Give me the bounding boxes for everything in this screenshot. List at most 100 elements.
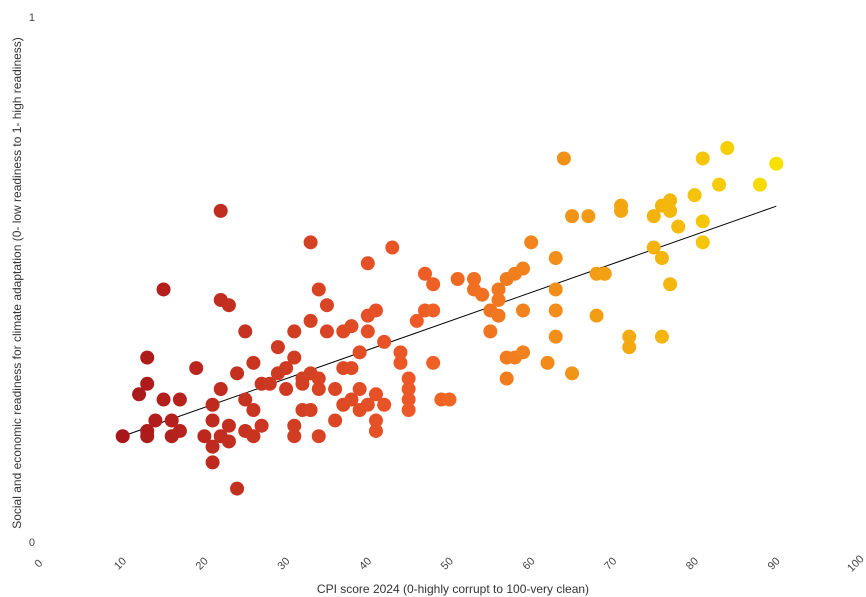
- data-point: [368, 303, 383, 318]
- data-point: [368, 413, 383, 428]
- data-point: [270, 340, 285, 355]
- data-point: [516, 345, 531, 360]
- data-point: [368, 387, 383, 402]
- data-point: [556, 151, 571, 166]
- data-point: [516, 261, 531, 276]
- x-tick-label: 80: [684, 555, 701, 572]
- x-axis-title: CPI score 2024 (0-highly corrupt to 100-…: [317, 582, 589, 596]
- data-point: [687, 188, 702, 203]
- data-point: [540, 355, 555, 370]
- data-point: [654, 251, 669, 266]
- data-point: [695, 214, 710, 229]
- data-point: [205, 455, 220, 470]
- data-point: [287, 418, 302, 433]
- data-point: [581, 209, 596, 224]
- data-point: [450, 272, 465, 286]
- data-point: [368, 423, 383, 438]
- data-point: [140, 429, 155, 444]
- data-point: [491, 292, 506, 307]
- data-point: [344, 361, 359, 376]
- data-point: [213, 203, 228, 218]
- data-point: [671, 219, 686, 234]
- data-point: [426, 277, 441, 292]
- x-tick-label: 20: [194, 555, 211, 572]
- data-point: [516, 303, 531, 318]
- data-point: [695, 151, 710, 166]
- data-point: [148, 413, 163, 428]
- data-point: [467, 272, 482, 286]
- data-point: [287, 350, 302, 365]
- data-point: [401, 392, 416, 407]
- data-point: [524, 235, 539, 250]
- data-point: [663, 277, 678, 292]
- data-point: [565, 209, 580, 224]
- data-point: [426, 303, 441, 318]
- data-point: [548, 282, 563, 297]
- data-point: [221, 434, 236, 449]
- data-point: [597, 266, 612, 281]
- data-point: [352, 345, 367, 360]
- x-tick-label: 60: [521, 555, 538, 572]
- data-point: [311, 282, 326, 297]
- data-point: [475, 287, 490, 302]
- data-point: [303, 235, 318, 250]
- data-point: [311, 371, 326, 386]
- data-point: [401, 382, 416, 397]
- data-point: [646, 209, 661, 224]
- x-tick-label: 30: [275, 555, 292, 572]
- data-point: [589, 308, 604, 323]
- data-point: [205, 413, 220, 428]
- data-point: [622, 329, 637, 344]
- data-point: [442, 392, 457, 407]
- data-point: [303, 313, 318, 328]
- data-points: [115, 141, 784, 496]
- data-point: [360, 256, 375, 271]
- data-point: [646, 240, 661, 255]
- data-point: [401, 371, 416, 386]
- data-point: [663, 193, 678, 208]
- data-point: [246, 355, 261, 370]
- data-point: [360, 324, 375, 339]
- x-tick-label: 0: [32, 557, 45, 570]
- data-point: [426, 355, 441, 370]
- x-tick-label: 100: [845, 553, 866, 574]
- data-point: [164, 413, 179, 428]
- data-point: [246, 403, 261, 417]
- data-point: [287, 324, 302, 339]
- data-point: [205, 439, 220, 454]
- data-point: [172, 392, 187, 407]
- data-point: [221, 418, 236, 433]
- data-point: [172, 423, 187, 438]
- data-point: [401, 403, 416, 417]
- data-point: [769, 156, 784, 171]
- data-point: [230, 366, 245, 381]
- data-point: [393, 345, 408, 360]
- x-tick-label: 70: [602, 555, 619, 572]
- trendline: [122, 205, 777, 437]
- data-point: [360, 397, 375, 412]
- data-point: [654, 329, 669, 344]
- data-point: [205, 397, 220, 412]
- data-point: [377, 397, 392, 412]
- data-point: [303, 403, 318, 417]
- y-tick-label: 0: [29, 537, 35, 549]
- y-axis-title: Social and economic readiness for climat…: [10, 37, 24, 529]
- data-point: [221, 298, 236, 313]
- data-point: [311, 382, 326, 397]
- x-tick-label: 40: [357, 555, 374, 572]
- data-point: [246, 429, 261, 444]
- trendline-segment: [122, 205, 777, 437]
- data-point: [262, 376, 277, 391]
- data-point: [319, 298, 334, 313]
- data-point: [287, 429, 302, 444]
- data-point: [548, 303, 563, 318]
- data-point: [213, 382, 228, 397]
- data-point: [328, 413, 343, 428]
- data-point: [254, 418, 269, 433]
- data-point: [695, 235, 710, 250]
- data-point: [238, 324, 253, 339]
- x-tick-label: 90: [766, 555, 783, 572]
- data-point: [352, 382, 367, 397]
- data-point: [197, 429, 212, 444]
